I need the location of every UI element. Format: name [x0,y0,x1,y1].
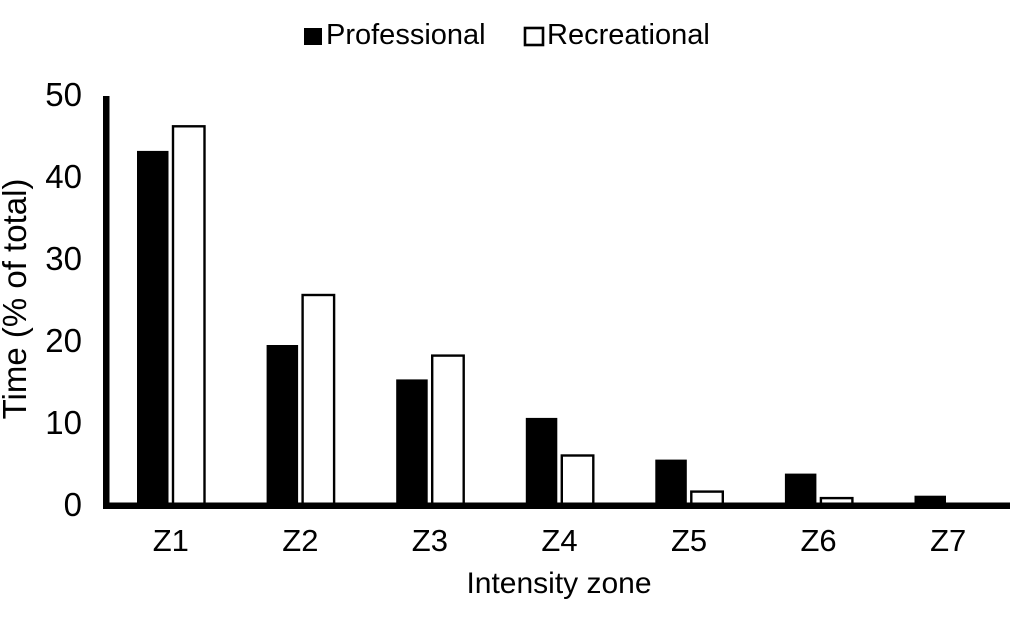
svg-text:40: 40 [45,158,82,195]
svg-text:Z2: Z2 [282,523,318,558]
svg-text:Z7: Z7 [930,523,966,558]
svg-text:Z5: Z5 [671,523,707,558]
svg-text:Recreational: Recreational [547,19,710,51]
svg-text:Time (% of total): Time (% of total) [0,179,33,420]
svg-text:30: 30 [45,240,82,277]
svg-text:Z1: Z1 [153,523,189,558]
svg-text:Z6: Z6 [801,523,837,558]
svg-text:Intensity zone: Intensity zone [466,567,651,600]
svg-text:Z4: Z4 [541,523,577,558]
svg-text:0: 0 [64,486,82,523]
svg-text:20: 20 [45,322,82,359]
svg-text:10: 10 [45,404,82,441]
svg-text:Professional: Professional [326,19,486,51]
svg-text:Z3: Z3 [412,523,448,558]
svg-text:50: 50 [45,76,82,113]
